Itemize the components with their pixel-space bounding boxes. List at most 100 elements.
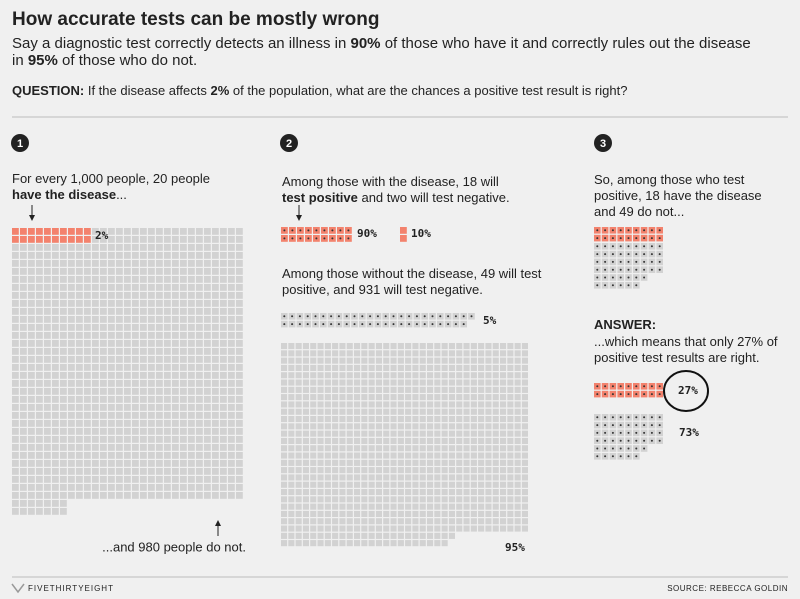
- waffle-cell: [236, 476, 243, 483]
- waffle-cell: [281, 372, 288, 379]
- waffle-cell: [500, 350, 507, 357]
- waffle-cell: [332, 350, 339, 357]
- waffle-cell: [361, 525, 368, 532]
- waffle-dot: [619, 439, 622, 442]
- waffle-dot: [635, 393, 638, 396]
- waffle-cell: [500, 437, 507, 444]
- waffle-cell: [180, 452, 187, 459]
- waffle-cell: [20, 236, 27, 243]
- waffle-cell: [324, 357, 331, 364]
- waffle-cell: [412, 540, 419, 547]
- waffle-cell: [60, 308, 67, 315]
- waffle-cell: [132, 276, 139, 283]
- waffle-cell: [196, 268, 203, 275]
- waffle-dot: [619, 431, 622, 434]
- waffle-cell: [12, 236, 19, 243]
- waffle-dot: [650, 439, 653, 442]
- waffle-cell: [405, 525, 412, 532]
- waffle-cell: [132, 268, 139, 275]
- waffle-cell: [500, 496, 507, 503]
- waffle-cell: [124, 444, 131, 451]
- waffle-cell: [346, 510, 353, 517]
- waffle-cell: [28, 436, 35, 443]
- waffle-cell: [507, 357, 514, 364]
- waffle-cell: [92, 252, 99, 259]
- waffle-cell: [419, 357, 426, 364]
- waffle-cell: [448, 408, 455, 415]
- waffle-cell: [68, 244, 75, 251]
- waffle-dot: [611, 253, 614, 256]
- waffle-cell: [180, 300, 187, 307]
- waffle-cell: [412, 408, 419, 415]
- waffle-cell: [20, 316, 27, 323]
- waffle-cell: [36, 452, 43, 459]
- waffle-cell: [148, 468, 155, 475]
- waffle-cell: [188, 284, 195, 291]
- waffle-cell: [28, 292, 35, 299]
- waffle-cell: [220, 308, 227, 315]
- waffle-cell: [140, 356, 147, 363]
- waffle-dot: [658, 439, 661, 442]
- waffle-cell: [204, 260, 211, 267]
- waffle-cell: [324, 452, 331, 459]
- waffle-cell: [310, 445, 317, 452]
- waffle-dot: [423, 315, 426, 318]
- waffle-cell: [332, 386, 339, 393]
- waffle-cell: [507, 481, 514, 488]
- waffle-cell: [36, 436, 43, 443]
- waffle-cell: [148, 308, 155, 315]
- waffle-cell: [148, 284, 155, 291]
- waffle-cell: [140, 420, 147, 427]
- waffle-cell: [164, 236, 171, 243]
- waffle-cell: [36, 268, 43, 275]
- waffle-cell: [375, 525, 382, 532]
- waffle-cell: [84, 364, 91, 371]
- waffle-cell: [332, 481, 339, 488]
- waffle-cell: [434, 386, 441, 393]
- waffle-cell: [76, 380, 83, 387]
- waffle-cell: [448, 372, 455, 379]
- waffle-cell: [281, 481, 288, 488]
- waffle-cell: [212, 316, 219, 323]
- waffle-cell: [514, 394, 521, 401]
- waffle-cell: [361, 481, 368, 488]
- waffle-cell: [463, 489, 470, 496]
- waffle-cell: [68, 228, 75, 235]
- waffle-cell: [116, 444, 123, 451]
- waffle-cell: [156, 436, 163, 443]
- waffle-cell: [132, 420, 139, 427]
- waffle-cell: [84, 428, 91, 435]
- waffle-cell: [52, 460, 59, 467]
- waffle-cell: [20, 292, 27, 299]
- waffle-cell: [220, 404, 227, 411]
- waffle-cell: [228, 316, 235, 323]
- waffle-dot: [627, 385, 630, 388]
- waffle-cell: [412, 532, 419, 539]
- waffle-cell: [236, 428, 243, 435]
- waffle-cell: [324, 459, 331, 466]
- waffle-dot: [611, 431, 614, 434]
- waffle-cell: [156, 444, 163, 451]
- waffle-dot: [650, 385, 653, 388]
- waffle-cell: [295, 357, 302, 364]
- waffle-cell: [36, 428, 43, 435]
- waffle-cell: [220, 476, 227, 483]
- waffle-cell: [100, 372, 107, 379]
- waffle-dot: [604, 245, 607, 248]
- waffle-cell: [84, 452, 91, 459]
- waffle-cell: [456, 401, 463, 408]
- waffle-cell: [84, 476, 91, 483]
- waffle-cell: [92, 332, 99, 339]
- waffle-dot: [635, 268, 638, 271]
- waffle-cell: [419, 394, 426, 401]
- title: How accurate tests can be mostly wrong: [12, 9, 379, 30]
- waffle-cell: [507, 474, 514, 481]
- waffle-cell: [100, 492, 107, 499]
- waffle-cell: [20, 300, 27, 307]
- waffle-cell: [339, 423, 346, 430]
- waffle-cell: [383, 503, 390, 510]
- waffle-dot: [596, 416, 599, 419]
- waffle-cell: [84, 244, 91, 251]
- waffle-cell: [44, 260, 51, 267]
- waffle-cell: [44, 348, 51, 355]
